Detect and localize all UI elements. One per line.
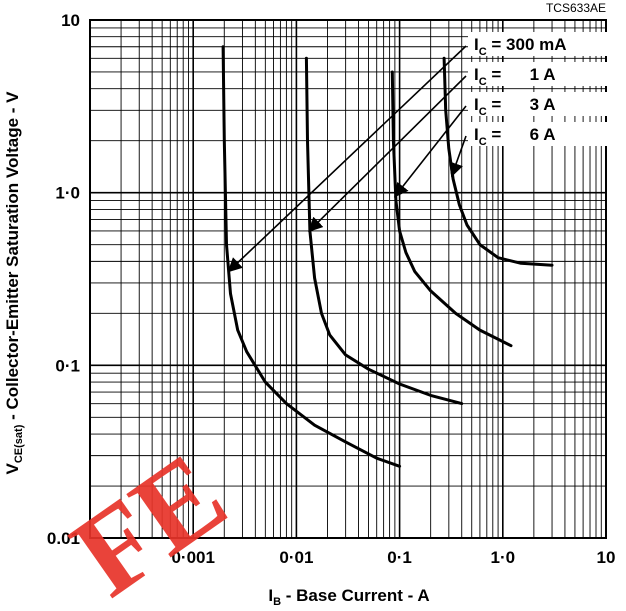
legend-label-value: = 300 mA [487, 35, 567, 54]
y-tick-label: 0·1 [55, 356, 80, 375]
legend-label: IC = 1 A [474, 65, 556, 88]
legend-label: IC = 3 A [474, 95, 556, 118]
legend-leader-arrow [308, 75, 467, 232]
legend-leader-arrow [393, 105, 467, 198]
y-axis-title-rest: - Collector-Emitter Saturation Voltage -… [3, 91, 22, 425]
tick-labels: 0·001 0·01 0·1 1·0 10 0.01 0·1 1·0 10 [47, 11, 616, 567]
legend-label-value: = 3 A [487, 95, 556, 114]
grid [90, 20, 606, 538]
legend-label: IC = 300 mA [474, 35, 567, 58]
legend-item: IC = 300 mA [227, 32, 608, 273]
plot-frame [89, 19, 607, 539]
x-axis-title-main: I [268, 586, 273, 605]
x-axis-title: IB - Base Current - A [268, 586, 429, 608]
legend-leader-arrow [449, 135, 467, 178]
x-tick-label: 0·1 [387, 548, 412, 567]
figure-id: TCS633AE [546, 1, 606, 15]
legend-label-prefix: I [474, 125, 479, 144]
legend-label-prefix: I [474, 35, 479, 54]
legend-item: IC = 6 A [449, 122, 608, 178]
legend-label-bg [468, 122, 608, 146]
watermark: FE [50, 427, 249, 611]
y-axis-title-sub: CE(sat) [13, 424, 25, 463]
legend-leader-arrow [227, 45, 467, 273]
x-axis-title-sub: B [273, 596, 281, 608]
x-tick-label: 0·01 [279, 548, 313, 567]
series-curve [390, 70, 513, 348]
legend-label-sub: C [479, 106, 487, 118]
watermark-text: FE [50, 427, 249, 611]
legend-item: IC = 1 A [308, 62, 608, 232]
x-axis-title-rest: - Base Current - A [281, 586, 430, 605]
y-tick-label: 10 [61, 11, 80, 30]
legend-item: IC = 3 A [393, 92, 608, 198]
legend-label-prefix: I [474, 65, 479, 84]
y-axis-title-main: V [3, 462, 22, 474]
legend-label-bg [468, 32, 608, 56]
legend-label-sub: C [479, 136, 487, 148]
legend-label: IC = 6 A [474, 125, 556, 148]
y-axis-title: VCE(sat) - Collector-Emitter Saturation … [3, 91, 25, 475]
legend-label-bg [468, 92, 608, 116]
legend-label-value: = 1 A [487, 65, 556, 84]
series-curve [304, 56, 464, 406]
legend-label-value: = 6 A [487, 125, 556, 144]
legend-label-prefix: I [474, 95, 479, 114]
x-tick-label: 10 [597, 548, 616, 567]
y-tick-label: 0.01 [47, 529, 80, 548]
x-tick-label: 1·0 [491, 548, 516, 567]
series-curve [221, 45, 402, 468]
y-tick-label: 1·0 [55, 184, 80, 203]
legend-label-bg [468, 62, 608, 86]
x-tick-label: 0·001 [171, 548, 214, 567]
legend-label-sub: C [479, 76, 487, 88]
legend-label-sub: C [479, 46, 487, 58]
